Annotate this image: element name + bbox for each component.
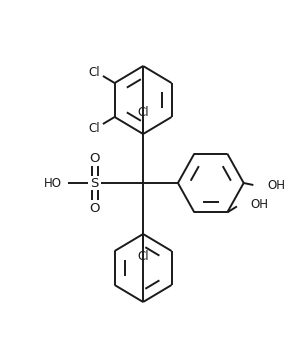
Text: Cl: Cl xyxy=(89,66,100,78)
Text: S: S xyxy=(91,176,99,189)
Text: Cl: Cl xyxy=(89,122,100,135)
Text: OH: OH xyxy=(267,179,285,192)
Text: OH: OH xyxy=(251,198,268,211)
Text: Cl: Cl xyxy=(137,249,149,262)
Text: O: O xyxy=(90,202,100,215)
Text: O: O xyxy=(90,152,100,165)
Text: Cl: Cl xyxy=(137,105,149,118)
Text: HO: HO xyxy=(44,176,62,189)
